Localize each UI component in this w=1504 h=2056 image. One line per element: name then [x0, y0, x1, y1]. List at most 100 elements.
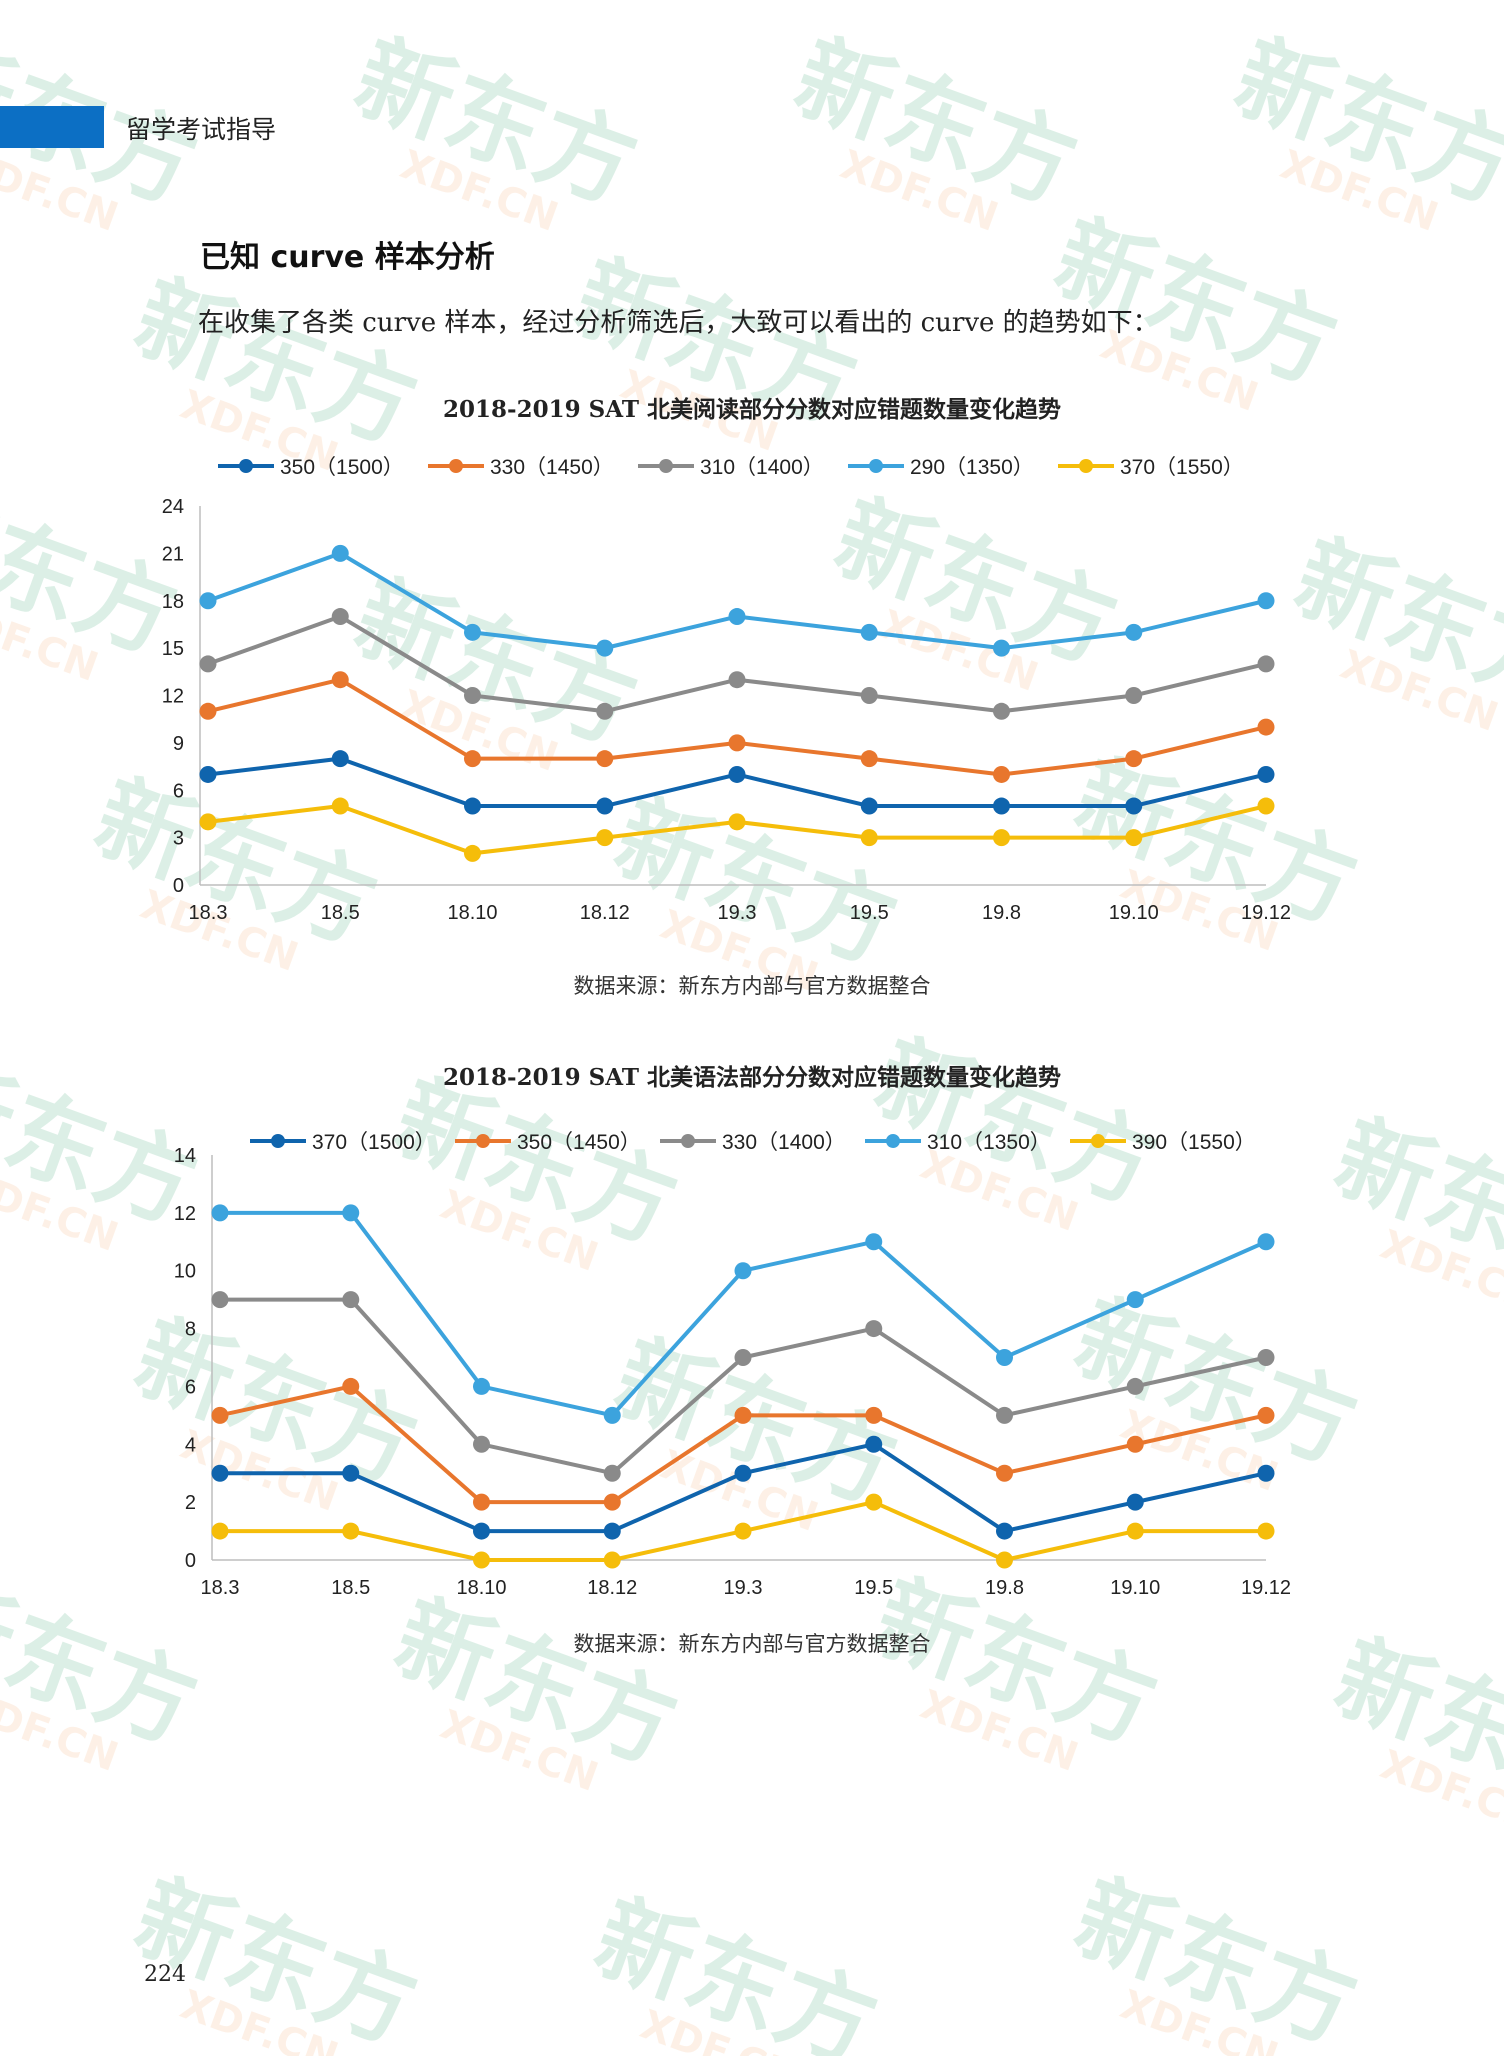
data-point [1257, 1464, 1275, 1482]
intro-paragraph: 在收集了各类 curve 样本，经过分析筛选后，大致可以看出的 curve 的趋… [198, 308, 1159, 338]
data-point [1126, 1435, 1144, 1453]
data-point [342, 1377, 360, 1395]
x-tick-label: 19.8 [985, 1577, 1024, 1599]
legend-label: 350（1450） [517, 1131, 641, 1154]
series-path [220, 1442, 1267, 1534]
data-point [464, 844, 481, 862]
data-point [473, 1435, 490, 1453]
data-point [1257, 1406, 1275, 1424]
legend-label: 390（1550） [1132, 1131, 1256, 1154]
reading-chart-source: 数据来源：新东方内部与官方数据整合 [573, 974, 931, 998]
data-point [342, 1464, 360, 1482]
data-point [464, 750, 481, 768]
y-tick-label: 6 [173, 780, 184, 802]
data-point [993, 765, 1010, 783]
data-point [728, 608, 746, 626]
data-point [728, 813, 746, 831]
data-point [342, 1204, 360, 1222]
data-point [464, 623, 481, 641]
data-point [860, 623, 878, 641]
data-point [728, 734, 746, 752]
data-point [1257, 592, 1275, 610]
series-line [211, 1435, 1275, 1540]
data-point [1257, 718, 1275, 736]
data-point [996, 1349, 1013, 1366]
x-tick-label: 18.12 [587, 1577, 637, 1599]
data-point [996, 1464, 1013, 1482]
reading-chart-title: 2018-2019 SAT 北美阅读部分分数对应错题数量变化趋势 [443, 396, 1061, 423]
y-tick-label: 12 [174, 1203, 196, 1225]
section-title: 已知 curve 样本分析 [200, 240, 495, 275]
data-point [603, 1551, 621, 1569]
x-tick-label: 19.10 [1109, 902, 1159, 924]
data-point [199, 765, 217, 783]
data-point [1257, 655, 1275, 673]
data-point [734, 1522, 752, 1540]
x-tick-label: 19.10 [1110, 1577, 1160, 1599]
x-tick-label: 19.5 [854, 1577, 893, 1599]
header-label: 留学考试指导 [126, 115, 277, 144]
data-point [996, 1522, 1013, 1540]
data-point [865, 1406, 883, 1424]
y-tick-label: 10 [174, 1261, 196, 1283]
data-point [865, 1320, 883, 1338]
data-point [596, 797, 614, 815]
data-point [1257, 1522, 1275, 1540]
data-point [211, 1522, 229, 1540]
data-point [596, 750, 614, 768]
data-point [1126, 1377, 1144, 1395]
series-line [211, 1204, 1275, 1424]
data-point [993, 639, 1010, 657]
data-point [860, 687, 878, 704]
y-tick-label: 15 [162, 638, 184, 660]
data-point [473, 1493, 490, 1511]
legend-label: 350（1500） [280, 456, 404, 479]
data-point [1257, 1349, 1275, 1366]
legend-item: 350（1450） [455, 1131, 641, 1154]
legend-item: 390（1550） [1070, 1131, 1256, 1154]
legend-label: 310（1350） [927, 1131, 1051, 1154]
legend-item: 370（1500） [250, 1131, 436, 1154]
series-line [211, 1377, 1275, 1511]
x-tick-label: 19.12 [1241, 902, 1291, 924]
reading-trend-chart: 350（1500） 330（1450） 310（1400） 290（1350） 370（… [162, 456, 1291, 924]
legend-swatch-marker [869, 459, 883, 473]
y-tick-label: 2 [185, 1492, 196, 1514]
data-point [1257, 797, 1275, 815]
data-point [603, 1493, 621, 1511]
data-point [596, 702, 614, 720]
legend-item: 310（1400） [638, 456, 824, 479]
legend-item: 350（1500） [218, 456, 404, 479]
data-point [1257, 1233, 1275, 1251]
data-point [199, 702, 217, 720]
series-line [199, 671, 1275, 783]
grammar-chart-source: 数据来源：新东方内部与官方数据整合 [573, 1632, 931, 1656]
data-point [1125, 623, 1143, 641]
legend-item: 370（1550） [1058, 456, 1244, 479]
data-point [211, 1204, 229, 1222]
data-point [342, 1522, 360, 1540]
data-point [596, 829, 614, 847]
x-tick-label: 18.3 [201, 1577, 240, 1599]
x-tick-label: 18.5 [331, 1577, 370, 1599]
legend-swatch-marker [449, 459, 463, 473]
data-point [993, 797, 1010, 815]
series-line [199, 750, 1275, 815]
header-accent-bar [0, 106, 104, 148]
data-point [211, 1291, 229, 1309]
y-tick-label: 6 [185, 1376, 196, 1398]
data-point [342, 1291, 360, 1309]
data-point [728, 765, 746, 783]
x-tick-label: 18.5 [321, 902, 360, 924]
data-point [603, 1406, 621, 1424]
data-point [865, 1493, 883, 1511]
legend-swatch-marker [1079, 459, 1093, 473]
y-tick-label: 18 [162, 591, 184, 613]
legend-swatch-marker [886, 1134, 900, 1148]
data-point [1257, 765, 1275, 783]
x-tick-label: 19.5 [850, 902, 889, 924]
y-tick-label: 12 [162, 686, 184, 708]
data-point [596, 639, 614, 657]
page-number: 224 [144, 1962, 186, 1987]
